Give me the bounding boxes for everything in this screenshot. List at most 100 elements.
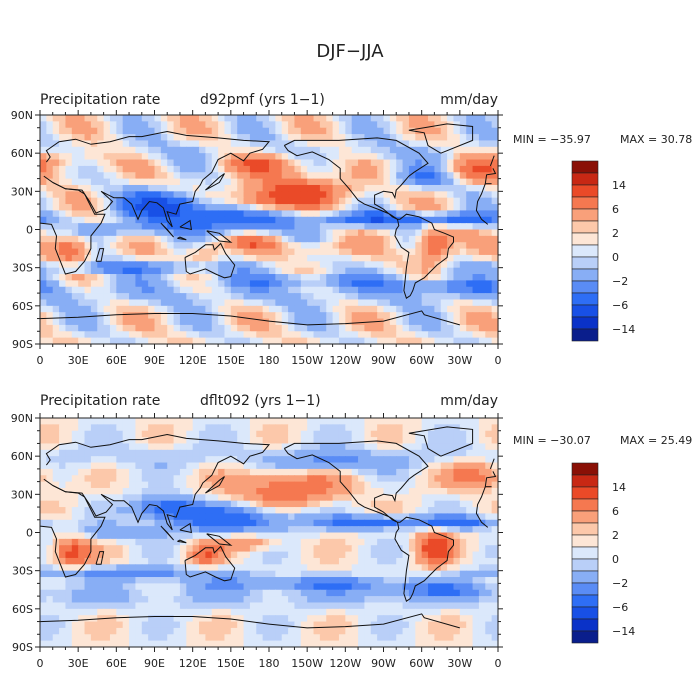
heatmap-cell (459, 267, 467, 275)
heatmap-cell (154, 519, 162, 527)
heatmap-cell (230, 513, 238, 521)
heatmap-cell (59, 261, 67, 269)
heatmap-cell (459, 299, 467, 307)
heatmap-cell (491, 487, 499, 495)
heatmap-cell (453, 487, 461, 495)
heatmap-cell (472, 165, 480, 173)
heatmap-cell (211, 159, 219, 167)
heatmap-cell (377, 577, 385, 584)
heatmap-cell (466, 519, 474, 527)
heatmap-cell (224, 500, 232, 508)
heatmap-cell (78, 443, 86, 451)
heatmap-cell (52, 437, 60, 445)
heatmap-cell (294, 545, 302, 553)
heatmap-cell (65, 324, 73, 332)
heatmap-cell (338, 140, 346, 148)
heatmap-cell (230, 519, 238, 527)
heatmap-cell (472, 551, 480, 559)
heatmap-cell (71, 513, 79, 521)
heatmap-cell (351, 545, 359, 553)
heatmap-cell (160, 596, 168, 604)
heatmap-cell (71, 494, 79, 502)
heatmap-cell (109, 513, 117, 521)
heatmap-cell (478, 191, 486, 199)
heatmap-cell (288, 481, 296, 489)
heatmap-cell (40, 583, 47, 591)
heatmap-cell (129, 577, 137, 584)
heatmap-cell (440, 210, 448, 218)
heatmap-cell (300, 140, 308, 148)
heatmap-cell (160, 286, 168, 294)
heatmap-cell (205, 299, 213, 307)
heatmap-cell (338, 532, 346, 540)
heatmap-cell (288, 507, 296, 515)
heatmap-cell (491, 267, 499, 275)
heatmap-cell (332, 443, 340, 451)
heatmap-cell (71, 456, 79, 464)
heatmap-cell (218, 146, 226, 154)
heatmap-cell (40, 267, 47, 275)
heatmap-cell (408, 475, 416, 483)
heatmap-cell (243, 235, 251, 243)
heatmap-cell (135, 557, 143, 565)
heatmap-cell (358, 570, 366, 578)
heatmap-cell (319, 318, 327, 326)
heatmap-cell (186, 235, 194, 243)
heatmap-cell (262, 430, 270, 438)
heatmap-cell (319, 293, 327, 301)
heatmap-cell (167, 115, 175, 122)
heatmap-cell (256, 545, 264, 553)
heatmap-cell (389, 210, 397, 218)
heatmap-cell (141, 487, 149, 495)
heatmap-cell (78, 178, 86, 186)
heatmap-cell (129, 424, 137, 432)
heatmap-cell (148, 293, 156, 301)
heatmap-cell (434, 456, 442, 464)
heatmap-cell (52, 115, 60, 122)
heatmap-cell (288, 115, 296, 122)
heatmap-cell (313, 274, 321, 281)
heatmap-cell (472, 589, 480, 597)
heatmap-cell (313, 286, 321, 294)
heatmap-cell (256, 248, 264, 256)
heatmap-cell (160, 418, 168, 425)
heatmap-cell (364, 538, 372, 546)
heatmap-cell (459, 526, 467, 534)
heatmap-cell (294, 178, 302, 186)
heatmap-cell (389, 299, 397, 307)
heatmap-cell (135, 235, 143, 243)
heatmap-cell (402, 261, 410, 269)
heatmap-cell (65, 487, 73, 495)
heatmap-cell (288, 197, 296, 205)
heatmap-cell (78, 583, 86, 591)
heatmap-cell (205, 165, 213, 173)
heatmap-cell (262, 602, 270, 610)
heatmap-cell (46, 494, 54, 502)
heatmap-cell (491, 418, 499, 425)
heatmap-cell (78, 305, 86, 313)
heatmap-cell (46, 274, 54, 281)
heatmap-cell (377, 487, 385, 495)
heatmap-cell (224, 570, 232, 578)
heatmap-cell (103, 127, 111, 135)
heatmap-cell (40, 494, 47, 502)
heatmap-cell (205, 519, 213, 527)
heatmap-cell (300, 293, 308, 301)
heatmap-cell (71, 191, 79, 199)
heatmap-cell (288, 318, 296, 326)
heatmap-cell (275, 437, 283, 445)
heatmap-cell (141, 134, 149, 142)
heatmap-cell (383, 430, 391, 438)
heatmap-cell (370, 184, 378, 192)
heatmap-cell (447, 293, 455, 301)
heatmap-cell (192, 331, 200, 339)
heatmap-cell (78, 254, 86, 262)
heatmap-cell (167, 248, 175, 256)
heatmap-cell (389, 254, 397, 262)
heatmap-cell (97, 184, 105, 192)
heatmap-cell (402, 248, 410, 256)
heatmap-cell (377, 267, 385, 275)
heatmap-cell (129, 127, 137, 135)
heatmap-cell (485, 430, 493, 438)
heatmap-cell (167, 551, 175, 559)
